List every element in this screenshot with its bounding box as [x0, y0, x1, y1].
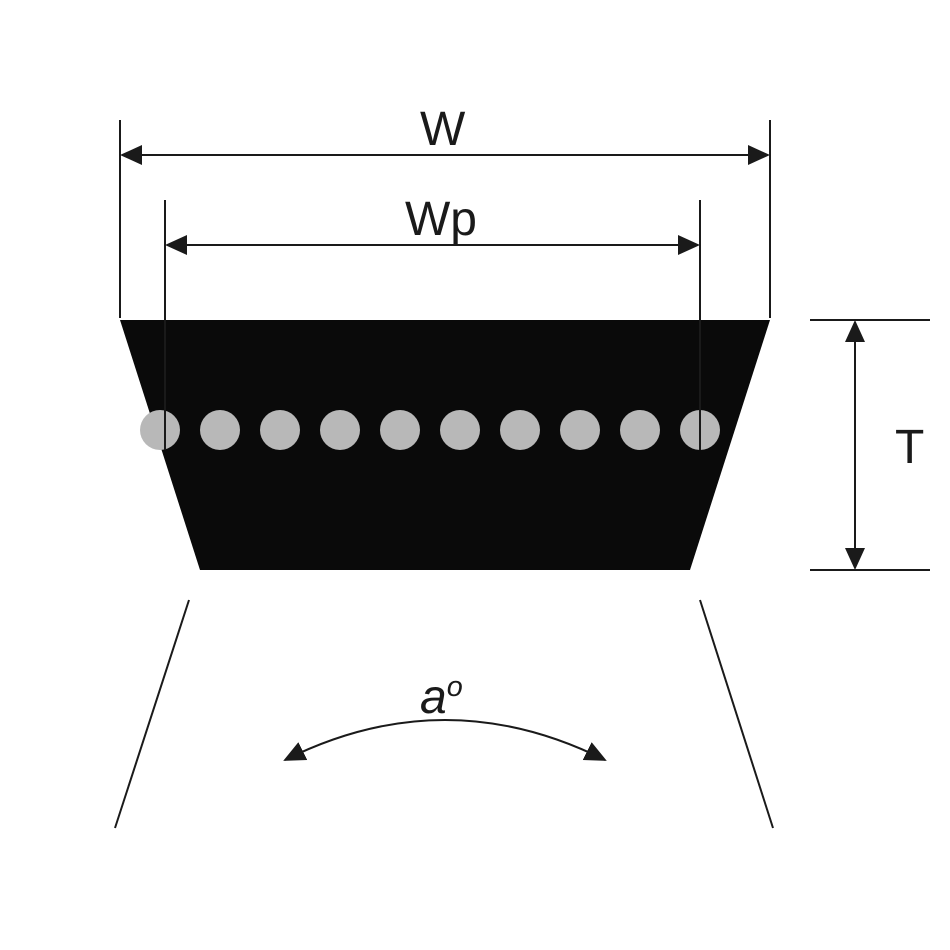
wp-label: Wp: [405, 192, 477, 247]
angle-ext-right: [700, 600, 773, 828]
angle-arc: [285, 720, 605, 760]
angle-ext-left: [115, 600, 189, 828]
belt-cross-section-diagram: [0, 0, 950, 950]
angle-letter: a: [420, 671, 447, 724]
t-label: T: [895, 420, 924, 475]
angle-superscript: o: [447, 671, 463, 703]
w-label: W: [420, 102, 465, 157]
angle-label: ao: [420, 670, 463, 725]
